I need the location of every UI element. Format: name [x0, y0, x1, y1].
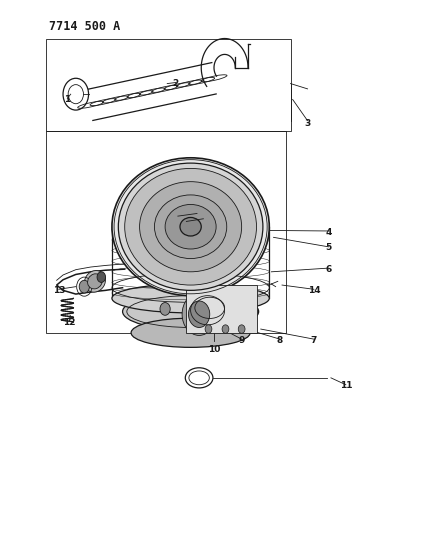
- Text: 8: 8: [277, 336, 283, 345]
- Circle shape: [79, 280, 89, 293]
- Circle shape: [182, 293, 216, 335]
- Circle shape: [205, 325, 212, 333]
- Text: 11: 11: [339, 381, 352, 390]
- Text: 13: 13: [53, 286, 65, 295]
- Text: 2: 2: [172, 79, 179, 88]
- Ellipse shape: [165, 205, 216, 249]
- Circle shape: [222, 325, 229, 333]
- Ellipse shape: [155, 195, 227, 259]
- Text: 9: 9: [238, 336, 245, 345]
- Text: 6: 6: [326, 265, 332, 273]
- Text: 12: 12: [63, 318, 76, 327]
- Text: 7: 7: [311, 336, 317, 345]
- Circle shape: [160, 303, 170, 316]
- Ellipse shape: [84, 271, 105, 292]
- Text: 1: 1: [64, 95, 71, 104]
- Bar: [46, 38, 291, 131]
- Circle shape: [238, 325, 245, 333]
- Circle shape: [97, 272, 106, 282]
- Ellipse shape: [88, 274, 102, 289]
- Ellipse shape: [131, 318, 250, 348]
- Ellipse shape: [125, 168, 256, 285]
- Text: 14: 14: [308, 286, 320, 295]
- Circle shape: [188, 301, 210, 327]
- Ellipse shape: [112, 284, 269, 313]
- Text: 4: 4: [326, 228, 332, 237]
- Ellipse shape: [140, 182, 242, 272]
- Ellipse shape: [112, 158, 269, 296]
- Text: 7714 500 A: 7714 500 A: [49, 20, 120, 33]
- Bar: [46, 131, 286, 333]
- Ellipse shape: [180, 217, 201, 236]
- Ellipse shape: [122, 293, 259, 330]
- Text: 3: 3: [304, 119, 311, 128]
- Text: 10: 10: [208, 345, 220, 354]
- Bar: [186, 285, 256, 333]
- Text: 5: 5: [326, 244, 332, 253]
- Ellipse shape: [118, 163, 263, 290]
